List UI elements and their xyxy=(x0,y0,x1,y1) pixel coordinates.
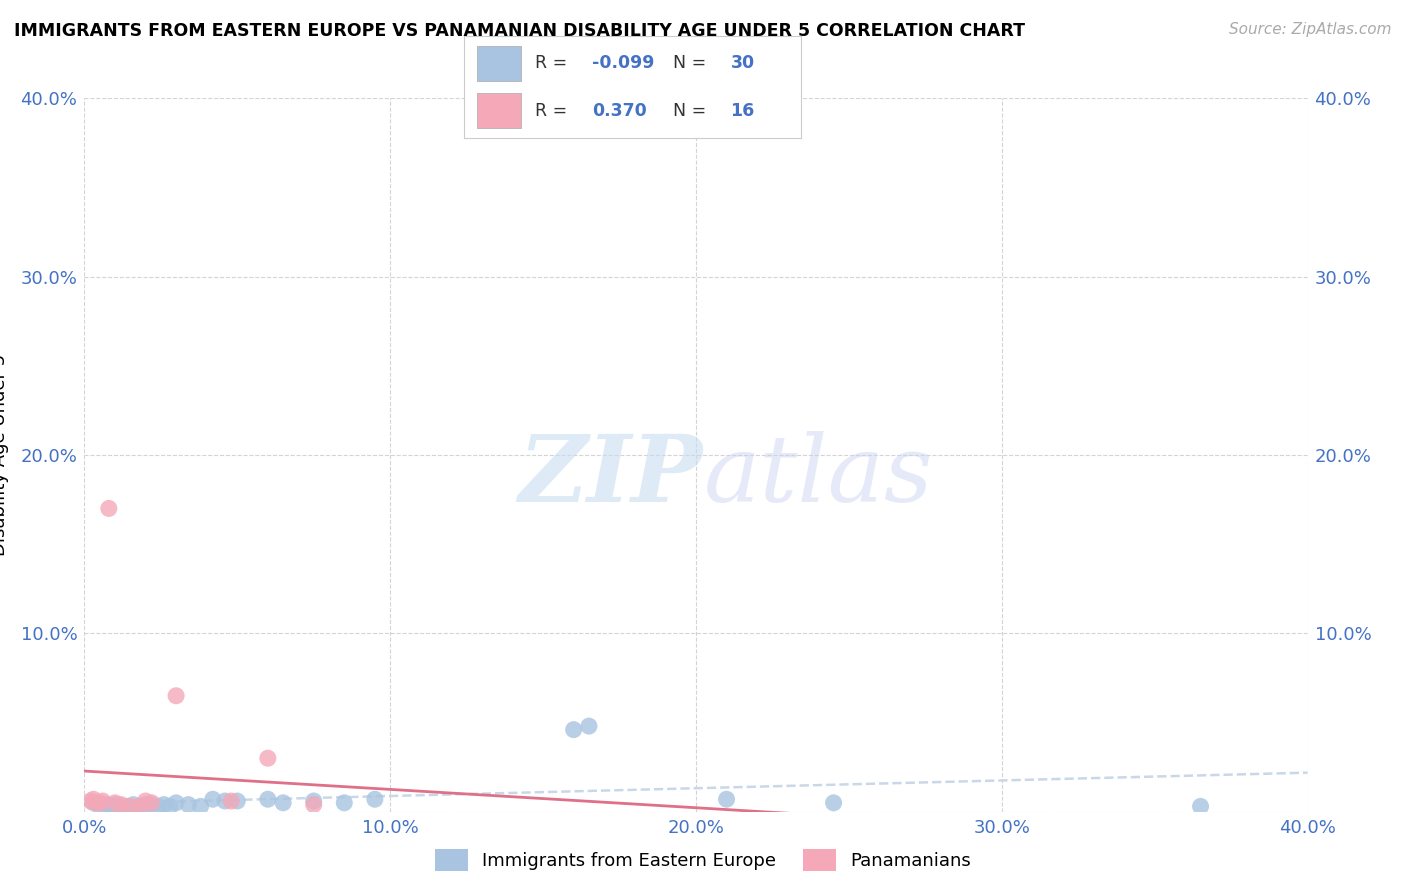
Point xyxy=(146,799,169,814)
Point xyxy=(110,799,132,814)
Point xyxy=(83,796,105,810)
Point xyxy=(823,796,845,810)
Point xyxy=(115,799,138,814)
Point xyxy=(128,799,150,814)
Text: R =: R = xyxy=(534,102,567,120)
Point xyxy=(257,751,280,765)
Point xyxy=(578,719,600,733)
Point xyxy=(94,797,117,812)
Point xyxy=(135,794,157,808)
Point xyxy=(104,796,127,810)
Point xyxy=(101,799,124,814)
Point xyxy=(364,792,387,806)
Point xyxy=(257,792,280,806)
FancyBboxPatch shape xyxy=(478,46,522,81)
Text: R =: R = xyxy=(534,54,567,72)
Text: IMMIGRANTS FROM EASTERN EUROPE VS PANAMANIAN DISABILITY AGE UNDER 5 CORRELATION : IMMIGRANTS FROM EASTERN EUROPE VS PANAMA… xyxy=(14,22,1025,40)
FancyBboxPatch shape xyxy=(478,93,522,128)
Y-axis label: Disability Age Under 5: Disability Age Under 5 xyxy=(0,354,10,556)
Point xyxy=(153,797,176,812)
Text: 30: 30 xyxy=(731,54,755,72)
Text: Source: ZipAtlas.com: Source: ZipAtlas.com xyxy=(1229,22,1392,37)
Point xyxy=(128,799,150,814)
Point xyxy=(1189,799,1212,814)
Point xyxy=(562,723,585,737)
Point xyxy=(120,799,142,814)
Legend: Immigrants from Eastern Europe, Panamanians: Immigrants from Eastern Europe, Panamani… xyxy=(427,842,979,879)
Point xyxy=(141,797,163,812)
Point xyxy=(271,796,294,810)
Point xyxy=(219,794,242,808)
Point xyxy=(79,794,101,808)
Point xyxy=(165,689,187,703)
Text: ZIP: ZIP xyxy=(519,432,703,521)
Point xyxy=(226,794,249,808)
Point xyxy=(83,792,105,806)
Point xyxy=(135,797,157,812)
Text: 16: 16 xyxy=(731,102,755,120)
Point xyxy=(177,797,200,812)
Point xyxy=(104,797,127,812)
Point xyxy=(86,796,108,810)
Point xyxy=(716,792,738,806)
Point xyxy=(91,794,114,808)
Point xyxy=(302,794,325,808)
Point xyxy=(165,796,187,810)
Text: atlas: atlas xyxy=(703,432,934,521)
Point xyxy=(110,797,132,812)
Text: 0.370: 0.370 xyxy=(592,102,647,120)
Point xyxy=(97,501,120,516)
Text: N =: N = xyxy=(673,54,706,72)
Point xyxy=(141,796,163,810)
Point xyxy=(122,797,145,812)
Point xyxy=(89,796,111,810)
Text: N =: N = xyxy=(673,102,706,120)
Point xyxy=(302,797,325,812)
Point xyxy=(333,796,356,810)
Text: -0.099: -0.099 xyxy=(592,54,655,72)
Point xyxy=(159,799,181,814)
Point xyxy=(214,794,236,808)
Point xyxy=(201,792,224,806)
Point xyxy=(89,799,111,814)
Point xyxy=(190,799,212,814)
